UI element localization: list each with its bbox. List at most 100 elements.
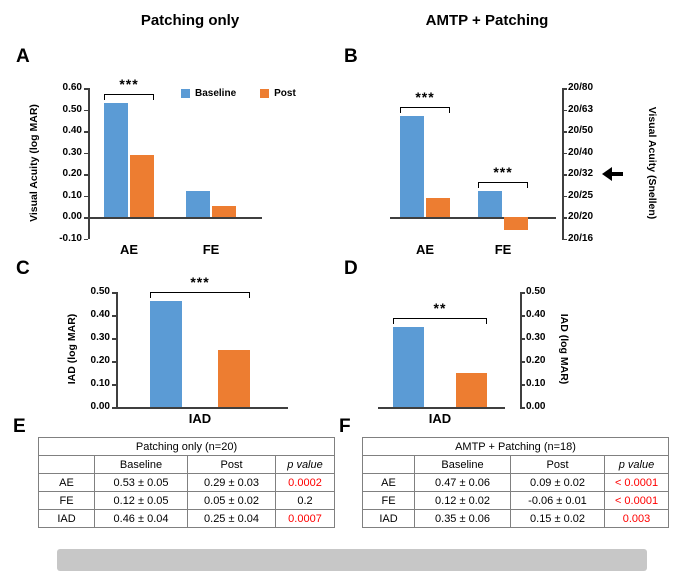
cell-pvalue: < 0.0001 <box>604 491 669 510</box>
row-label: FE <box>38 491 95 510</box>
y-tick <box>562 217 567 219</box>
bar-baseline-fe <box>186 191 210 217</box>
bar-baseline-iad <box>150 301 182 407</box>
y-tick <box>520 407 525 409</box>
legend-baseline-swatch-icon <box>181 89 190 98</box>
y-tick <box>84 152 88 154</box>
row-label: AE <box>362 473 415 492</box>
y-tick-label: 0.30 <box>62 146 82 158</box>
sig-bracket-fe <box>478 182 528 189</box>
x-axis-line <box>116 407 288 409</box>
y-tick <box>562 195 567 197</box>
x-axis-line <box>88 217 262 219</box>
y-tick <box>112 384 116 386</box>
y-tick-label: 20/16 <box>568 232 594 244</box>
panel-label-c: C <box>16 258 30 279</box>
cell-post: 0.29 ± 0.03 <box>187 473 276 492</box>
cell-post: 0.25 ± 0.04 <box>187 509 276 528</box>
cell-post: 0.15 ± 0.02 <box>510 509 605 528</box>
y-tick <box>84 88 88 90</box>
y-tick-label: 20/80 <box>568 82 594 93</box>
y-tick <box>84 174 88 176</box>
col-header-pvalue: p value <box>604 455 669 474</box>
panel-label-e: E <box>13 416 26 437</box>
category-label-ae: AE <box>415 242 435 257</box>
y-axis-line <box>520 292 522 407</box>
table-row-iad: IAD 0.35 ± 0.06 0.15 ± 0.02 0.003 <box>362 509 669 528</box>
y-tick-label: 0.60 <box>62 82 82 93</box>
bar-baseline-iad <box>393 326 424 407</box>
y-tick <box>84 195 88 197</box>
sig-stars-ae: *** <box>119 76 139 93</box>
y-tick <box>562 131 567 133</box>
y-axis-title-iad-right: IAD (log MAR) <box>558 313 570 385</box>
snellen-target-arrow-icon <box>602 167 612 181</box>
y-tick-label: 0.50 <box>62 103 82 115</box>
y-tick-label: 20/63 <box>568 103 594 115</box>
y-tick <box>112 361 116 363</box>
y-tick-label: 0.40 <box>62 125 82 136</box>
table-corner-cell <box>38 455 95 474</box>
y-tick-label: 0.50 <box>90 286 110 297</box>
y-tick <box>84 131 88 133</box>
cell-post: 0.05 ± 0.02 <box>187 491 276 510</box>
panel-label-b: B <box>344 46 358 67</box>
y-tick <box>520 292 525 294</box>
legend: Baseline Post <box>181 88 296 99</box>
y-tick <box>562 109 567 111</box>
x-axis-line <box>378 407 505 409</box>
y-tick <box>84 238 88 240</box>
category-label-iad: IAD <box>428 411 452 426</box>
y-tick-label: 0.00 <box>62 211 82 222</box>
y-tick-label: 20/40 <box>568 146 594 158</box>
table-row-ae: AE 0.47 ± 0.06 0.09 ± 0.02 < 0.0001 <box>362 473 669 492</box>
snellen-target-arrow-shaft <box>611 172 623 176</box>
row-label: IAD <box>38 509 95 528</box>
x-axis-line <box>390 217 556 219</box>
cell-pvalue: 0.0007 <box>274 509 336 528</box>
y-tick <box>520 361 525 363</box>
cell-pvalue: 0.0002 <box>274 473 336 492</box>
cell-baseline: 0.53 ± 0.05 <box>94 473 188 492</box>
y-axis-line <box>88 88 90 239</box>
bar-baseline-ae <box>104 103 128 217</box>
y-tick <box>520 315 525 317</box>
bar-post-fe <box>504 217 528 230</box>
cell-baseline: 0.46 ± 0.04 <box>94 509 188 528</box>
table-amtp-patching: AMTP + Patching (n=18) Baseline Post p v… <box>362 437 669 528</box>
sig-stars-iad: ** <box>433 299 447 316</box>
table-row-iad: IAD 0.46 ± 0.04 0.25 ± 0.04 0.0007 <box>38 509 336 528</box>
y-tick <box>520 338 525 340</box>
legend-label-post: Post <box>274 88 296 99</box>
col-header-baseline: Baseline <box>414 455 511 474</box>
y-tick-label: 0.50 <box>526 286 546 297</box>
y-tick <box>112 292 116 294</box>
table-corner-cell <box>362 455 415 474</box>
bar-baseline-ae <box>400 115 424 217</box>
col-header-post: Post <box>510 455 605 474</box>
sig-bracket-iad <box>150 292 250 299</box>
y-tick <box>112 407 116 409</box>
y-tick-label: 20/20 <box>568 211 594 222</box>
y-tick <box>562 88 567 90</box>
y-axis-title-logmar: Visual Acuity (log MAR) <box>28 104 40 222</box>
table-row-ae: AE 0.53 ± 0.05 0.29 ± 0.03 0.0002 <box>38 473 336 492</box>
category-label-fe: FE <box>494 242 512 257</box>
y-tick <box>112 315 116 317</box>
cell-baseline: 0.12 ± 0.05 <box>94 491 188 510</box>
bar-post-fe <box>212 206 236 217</box>
category-label-iad: IAD <box>188 411 212 426</box>
sig-stars-iad: *** <box>190 274 210 291</box>
category-label-ae: AE <box>119 242 139 257</box>
y-tick <box>562 152 567 154</box>
legend-label-baseline: Baseline <box>195 88 237 99</box>
cell-baseline: 0.47 ± 0.06 <box>414 473 511 492</box>
table-title: AMTP + Patching (n=18) <box>362 437 669 456</box>
legend-post-swatch-icon <box>260 89 270 98</box>
row-label: IAD <box>362 509 415 528</box>
cell-pvalue: 0.2 <box>274 491 336 510</box>
cell-baseline: 0.35 ± 0.06 <box>414 509 511 528</box>
y-tick-label: 0.00 <box>526 401 546 412</box>
y-axis-line <box>562 88 564 239</box>
